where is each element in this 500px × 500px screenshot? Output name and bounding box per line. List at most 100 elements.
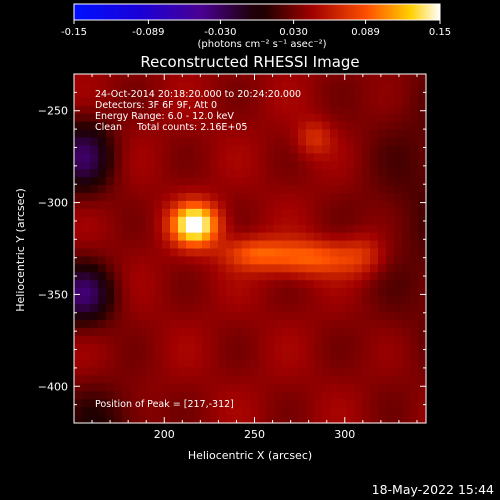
heatmap-cell (394, 367, 403, 377)
heatmap-cell (178, 399, 187, 408)
heatmap-cell (106, 399, 115, 408)
heatmap-cell (386, 208, 395, 218)
heatmap-cell (226, 327, 235, 337)
heatmap-cell (346, 248, 355, 258)
heatmap-cell (146, 399, 155, 408)
heatmap-cell (410, 415, 419, 424)
heatmap-cell (146, 200, 155, 210)
heatmap-cell (314, 288, 323, 297)
heatmap-cell (290, 248, 299, 258)
heatmap-cell (202, 185, 211, 194)
heatmap-cell (234, 137, 243, 146)
heatmap-cell (82, 343, 91, 353)
heatmap-cell (234, 248, 243, 258)
heatmap-cell (218, 343, 227, 353)
heatmap-cell (210, 248, 219, 258)
heatmap-cell (210, 192, 219, 202)
heatmap-cell (362, 375, 371, 384)
heatmap-cell (362, 383, 371, 392)
heatmap-cell (370, 121, 379, 131)
colorbar-tick-label: 0.030 (279, 27, 308, 38)
heatmap-cell (122, 200, 131, 210)
heatmap-cell (202, 256, 211, 265)
heatmap-cell (146, 129, 155, 139)
heatmap-cell (114, 264, 123, 273)
heatmap-cell (338, 407, 347, 416)
heatmap-cell (210, 177, 219, 186)
heatmap-cell (218, 248, 227, 258)
heatmap-cell (418, 208, 427, 218)
heatmap-cell (178, 272, 187, 281)
heatmap-cell (330, 177, 339, 186)
heatmap-cell (346, 319, 355, 329)
heatmap-cell (418, 105, 427, 115)
heatmap-cell (386, 343, 395, 353)
heatmap-cell (162, 375, 171, 384)
heatmap-cell (346, 185, 355, 194)
heatmap-cell (106, 383, 115, 392)
heatmap-cell (106, 200, 115, 210)
heatmap-cell (266, 391, 275, 400)
heatmap-cell (202, 383, 211, 392)
heatmap-cell (338, 343, 347, 353)
heatmap-cell (130, 200, 139, 210)
heatmap-cell (290, 200, 299, 210)
heatmap-cell (154, 280, 163, 289)
heatmap-cell (250, 248, 259, 258)
heatmap-cell (290, 208, 299, 218)
heatmap-cell (338, 296, 347, 305)
heatmap-cell (314, 113, 323, 123)
heatmap-cell (154, 169, 163, 178)
heatmap-cell (330, 327, 339, 337)
heatmap-cell (362, 304, 371, 313)
heatmap-cell (138, 256, 147, 265)
heatmap-cell (114, 137, 123, 146)
heatmap-cell (274, 280, 283, 289)
heatmap-cell (338, 232, 347, 242)
heatmap-cell (314, 208, 323, 218)
heatmap-cell (290, 415, 299, 424)
heatmap-cell (186, 129, 195, 139)
heatmap-cell (322, 224, 331, 234)
heatmap-cell (114, 383, 123, 392)
heatmap-cell (106, 407, 115, 416)
heatmap-cell (298, 185, 307, 194)
heatmap-cell (242, 121, 251, 131)
heatmap-cell (242, 216, 251, 226)
heatmap-cell (266, 343, 275, 353)
heatmap-cell (338, 240, 347, 250)
heatmap-cell (242, 113, 251, 123)
heatmap-cell (138, 264, 147, 273)
heatmap-cell (322, 335, 331, 345)
heatmap-cell (282, 327, 291, 337)
heatmap-cell (314, 240, 323, 250)
heatmap-cell (218, 169, 227, 178)
heatmap-cell (338, 375, 347, 384)
heatmap-cell (274, 375, 283, 384)
heatmap-cell (402, 129, 411, 139)
heatmap-cell (330, 113, 339, 123)
x-tick-label: 250 (244, 428, 265, 441)
heatmap-cell (122, 335, 131, 345)
heatmap-cell (146, 97, 155, 107)
heatmap-cell (234, 335, 243, 345)
heatmap-cell (226, 129, 235, 139)
heatmap-cell (298, 304, 307, 313)
heatmap-cell (186, 311, 195, 321)
heatmap-cell (410, 327, 419, 337)
heatmap-cell (162, 264, 171, 273)
heatmap-cell (98, 264, 107, 273)
heatmap-cell (298, 161, 307, 170)
heatmap-cell (266, 121, 275, 131)
heatmap-cell (146, 375, 155, 384)
heatmap-cell (402, 240, 411, 250)
heatmap-cell (74, 383, 83, 392)
heatmap-cell (314, 137, 323, 146)
heatmap-cell (82, 192, 91, 202)
heatmap-cell (162, 383, 171, 392)
heatmap-cell (250, 319, 259, 329)
heatmap-cell (370, 137, 379, 146)
heatmap-cell (338, 105, 347, 115)
heatmap-cell (290, 375, 299, 384)
heatmap-cell (274, 208, 283, 218)
